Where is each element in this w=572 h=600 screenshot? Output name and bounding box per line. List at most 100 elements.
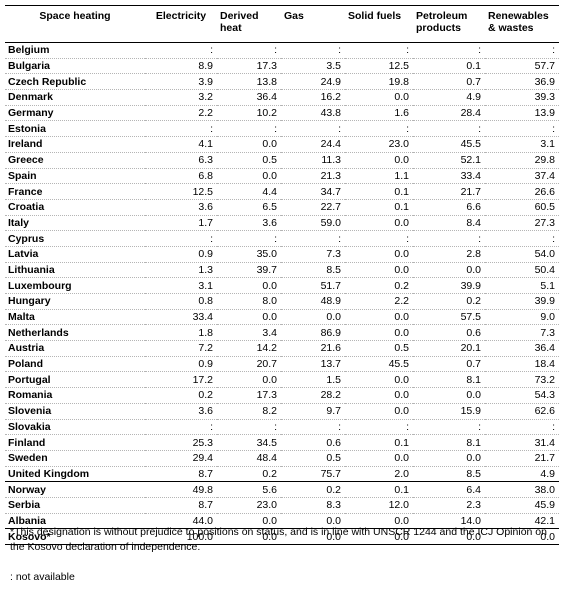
value-cell: 17.3 [217,387,281,404]
value-cell: 49.8 [145,481,217,498]
value-cell: 7.2 [145,340,217,357]
table-row: Croatia 3.6 6.5 22.7 0.1 6.6 60.5 [5,199,559,216]
country-cell: Portugal [5,371,145,389]
value-cell: 3.6 [217,215,281,232]
value-cell: 29.4 [145,450,217,467]
value-cell: 60.5 [485,199,559,216]
value-cell: 0.9 [145,356,217,373]
table-row: Spain 6.8 0.0 21.3 1.1 33.4 37.4 [5,168,559,185]
value-cell: 0.0 [217,528,281,545]
value-cell: 45.9 [485,497,559,514]
table-row: Kosovo* 100.0 0.0 0.0 0.0 0.0 0.0 [5,528,559,545]
value-cell: 73.2 [485,371,559,389]
header-renewables-wastes: Renewables & wastes [485,5,559,43]
space-heating-table-container: Space heating Electricity Derived heat G… [5,5,559,545]
table-row: Italy 1.7 3.6 59.0 0.0 8.4 27.3 [5,215,559,232]
country-cell: Croatia [5,199,145,216]
value-cell: 12.5 [345,58,413,75]
value-cell: 33.4 [145,309,217,326]
header-row: Space heating Electricity Derived heat G… [5,5,559,43]
country-cell: Slovakia [5,419,145,436]
country-cell: Netherlands [5,324,145,342]
value-cell: 7.3 [485,324,559,342]
value-cell: 21.7 [485,450,559,467]
value-cell: 0.0 [217,513,281,530]
value-cell: 0.1 [413,58,485,75]
value-cell: 50.4 [485,262,559,279]
value-cell: 18.4 [485,356,559,373]
value-cell: 8.5 [413,466,485,483]
value-cell: 57.7 [485,58,559,75]
value-cell: 33.4 [413,168,485,185]
value-cell: 0.2 [217,466,281,483]
value-cell: 2.2 [145,105,217,122]
header-gas: Gas [281,5,345,43]
value-cell: 57.5 [413,309,485,326]
value-cell: 0.0 [281,309,345,326]
value-cell: : [413,230,485,247]
value-cell: 4.9 [413,89,485,106]
value-cell: 0.0 [217,371,281,389]
table-row: Finland 25.3 34.5 0.6 0.1 8.1 31.4 [5,434,559,451]
value-cell: 51.7 [281,277,345,294]
value-cell: 45.5 [345,356,413,373]
value-cell: 0.8 [145,293,217,310]
value-cell: : [345,230,413,247]
header-category: Space heating [5,5,145,43]
value-cell: 43.8 [281,105,345,122]
table-row: Poland 0.9 20.7 13.7 45.5 0.7 18.4 [5,356,559,373]
value-cell: 48.4 [217,450,281,467]
value-cell: 12.5 [145,183,217,200]
value-cell: 8.1 [413,371,485,389]
value-cell: 6.6 [413,199,485,216]
value-cell: 0.5 [217,152,281,169]
table-row: Romania 0.2 17.3 28.2 0.0 0.0 54.3 [5,387,559,404]
value-cell: 0.0 [281,528,345,545]
country-cell: Italy [5,215,145,232]
value-cell: 6.8 [145,168,217,185]
country-cell: Kosovo* [5,528,145,545]
value-cell: : [345,419,413,436]
country-cell: Ireland [5,136,145,153]
table-row: Denmark 3.2 36.4 16.2 0.0 4.9 39.3 [5,89,559,106]
value-cell: 0.0 [345,403,413,420]
country-cell: Austria [5,340,145,357]
value-cell: 4.4 [217,183,281,200]
value-cell: 8.7 [145,466,217,483]
country-cell: Finland [5,434,145,451]
value-cell: 3.5 [281,58,345,75]
value-cell: 0.0 [217,309,281,326]
value-cell: 6.4 [413,481,485,498]
table-row: Netherlands 1.8 3.4 86.9 0.0 0.6 7.3 [5,324,559,342]
not-available-legend: : not available [10,571,75,583]
table-row: Slovenia 3.6 8.2 9.7 0.0 15.9 62.6 [5,403,559,420]
value-cell: 13.8 [217,73,281,91]
header-solid-fuels: Solid fuels [345,5,413,43]
value-cell: 39.9 [485,293,559,310]
value-cell: 86.9 [281,324,345,342]
value-cell: : [281,230,345,247]
value-cell: 8.7 [145,497,217,514]
value-cell: 0.0 [345,152,413,169]
value-cell: 10.2 [217,105,281,122]
value-cell: 8.1 [413,434,485,451]
value-cell: 3.6 [145,199,217,216]
value-cell: : [217,42,281,59]
value-cell: 34.7 [281,183,345,200]
value-cell: 24.4 [281,136,345,153]
value-cell: 0.9 [145,246,217,263]
value-cell: 36.4 [217,89,281,106]
value-cell: 3.1 [485,136,559,153]
value-cell: 1.6 [345,105,413,122]
value-cell: 39.7 [217,262,281,279]
value-cell: : [145,42,217,59]
value-cell: 0.0 [345,387,413,404]
value-cell: 62.6 [485,403,559,420]
value-cell: 0.5 [345,340,413,357]
value-cell: 13.9 [485,105,559,122]
value-cell: : [145,419,217,436]
value-cell: 14.0 [413,513,485,530]
value-cell: 9.7 [281,403,345,420]
country-cell: Malta [5,309,145,326]
value-cell: 0.6 [281,434,345,451]
